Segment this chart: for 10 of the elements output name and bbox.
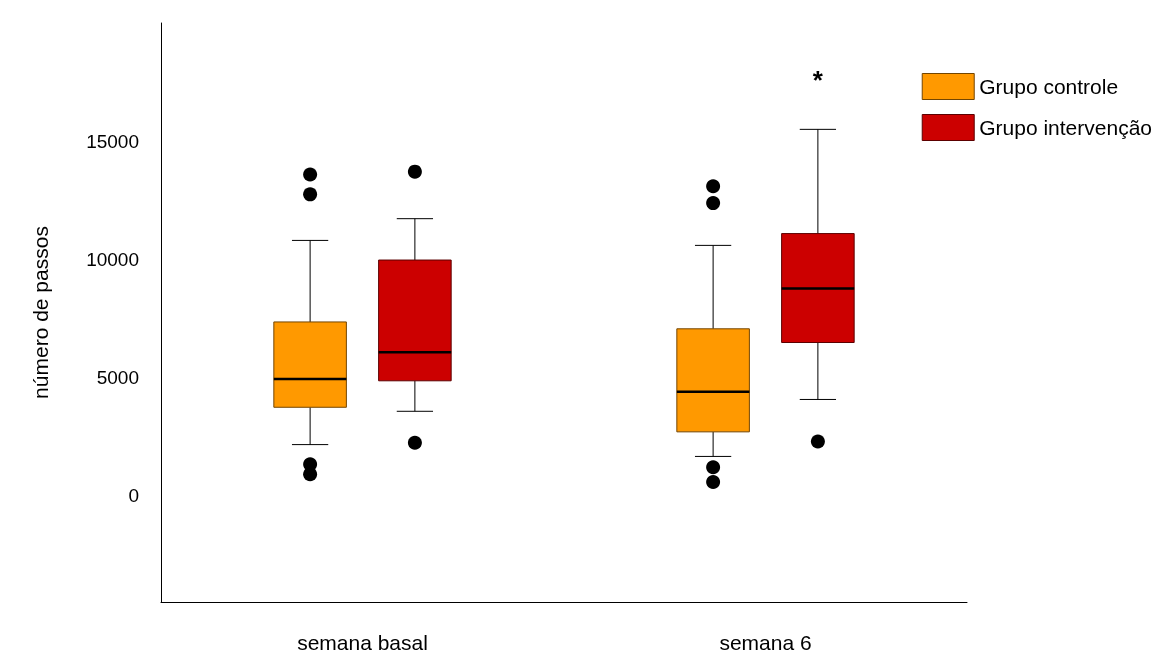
y-axis-title: número de passos (29, 226, 52, 399)
y-tick-label: 5000 (96, 366, 139, 388)
legend-label: Grupo controle (979, 75, 1119, 98)
legend-label: Grupo intervenção (979, 116, 1153, 139)
annotation: * (812, 65, 824, 95)
y-tick-label: 10000 (86, 248, 139, 270)
x-tick-label: semana basal (297, 631, 428, 654)
x-tick-label: semana 6 (719, 631, 812, 654)
y-tick-label: 15000 (86, 130, 139, 152)
y-tick-label: 0 (128, 485, 139, 507)
